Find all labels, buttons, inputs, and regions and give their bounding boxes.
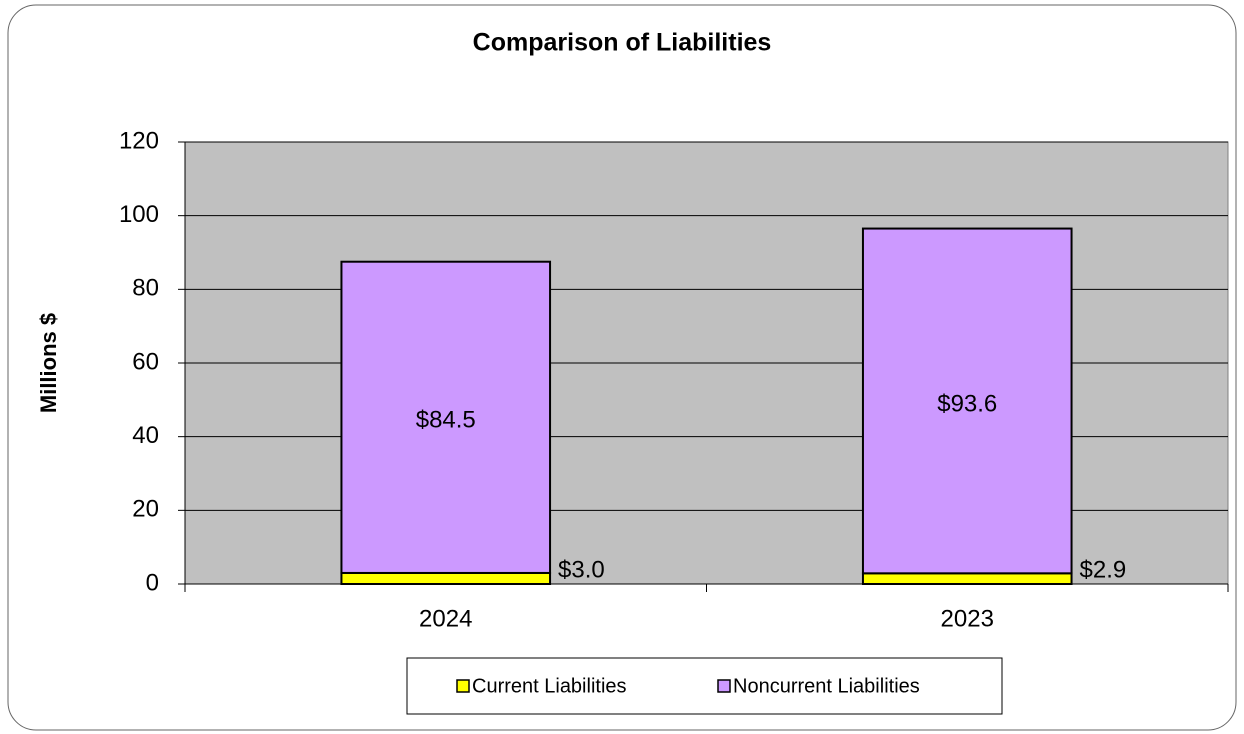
y-tick-label: 60 [132, 348, 159, 375]
data-label: $3.0 [558, 556, 605, 583]
data-label: $93.6 [937, 390, 997, 417]
chart-title: Comparison of Liabilities [473, 29, 772, 57]
y-tick-label: 120 [119, 127, 159, 154]
data-label: $2.9 [1080, 557, 1127, 584]
y-tick-label: 0 [146, 569, 159, 596]
bar-segment [340, 571, 552, 586]
legend-label: Noncurrent Liabilities [733, 675, 920, 697]
bar-segment [861, 227, 1073, 575]
y-tick-label: 80 [132, 275, 159, 302]
x-tick-label: 2024 [419, 605, 472, 632]
y-axis-label: Millions $ [36, 313, 61, 413]
legend-box [406, 657, 1003, 715]
bar-segment [861, 572, 1073, 586]
y-tick-label: 40 [132, 422, 159, 449]
x-tick-label: 2023 [941, 605, 994, 632]
data-label: $84.5 [416, 407, 476, 434]
bar-segment [340, 260, 552, 574]
legend-swatch [456, 679, 470, 693]
legend-label: Current Liabilities [472, 675, 627, 697]
y-tick-label: 100 [119, 201, 159, 228]
y-tick-label: 20 [132, 496, 159, 523]
legend-swatch [717, 679, 731, 693]
